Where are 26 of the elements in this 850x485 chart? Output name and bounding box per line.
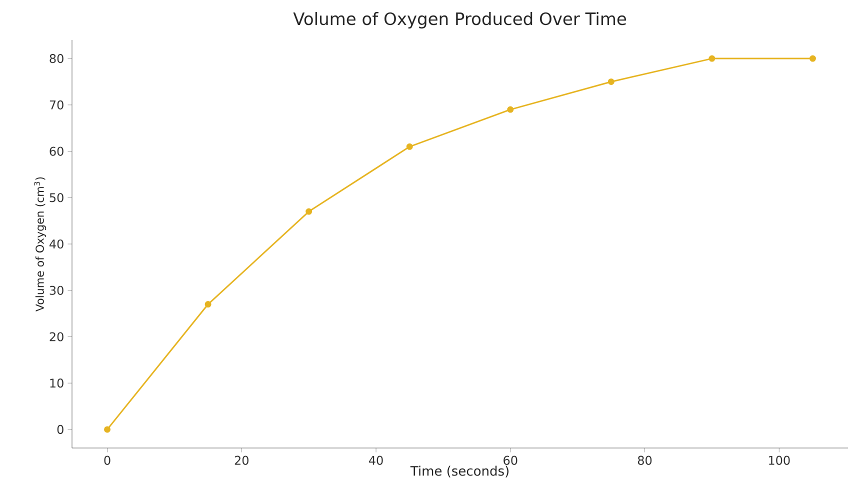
point — [204, 301, 212, 308]
chart-title: Volume of Oxygen Produced Over Time — [293, 12, 626, 28]
y-tick-label: 40 — [50, 239, 64, 249]
y-tick-label: 10 — [50, 378, 64, 388]
y-tick-label: 80 — [50, 54, 64, 64]
y-tick-label: 70 — [50, 100, 64, 110]
point — [708, 55, 716, 62]
y-axis-title: Volume of Oxygen (cm$^{3}$) — [34, 177, 46, 312]
y-tick-label: 20 — [50, 332, 64, 342]
point — [507, 106, 514, 113]
y-tick-label: 0 — [57, 424, 64, 434]
y-tick-label: 30 — [50, 286, 64, 295]
y-tick-label: 50 — [50, 193, 64, 202]
x-tick-label: 40 — [368, 456, 383, 465]
point — [104, 426, 111, 433]
x-tick-label: 0 — [104, 456, 110, 465]
point — [608, 78, 614, 85]
x-axis-title: Time (seconds) — [410, 466, 509, 478]
point — [306, 208, 312, 215]
x-tick-label: 80 — [638, 456, 652, 465]
x-tick-label: 20 — [234, 456, 248, 465]
y-tick-label: 60 — [50, 146, 64, 156]
point — [406, 143, 413, 150]
x-tick-label: 60 — [504, 456, 518, 465]
x-tick-label: 100 — [769, 456, 790, 465]
point — [809, 55, 816, 62]
